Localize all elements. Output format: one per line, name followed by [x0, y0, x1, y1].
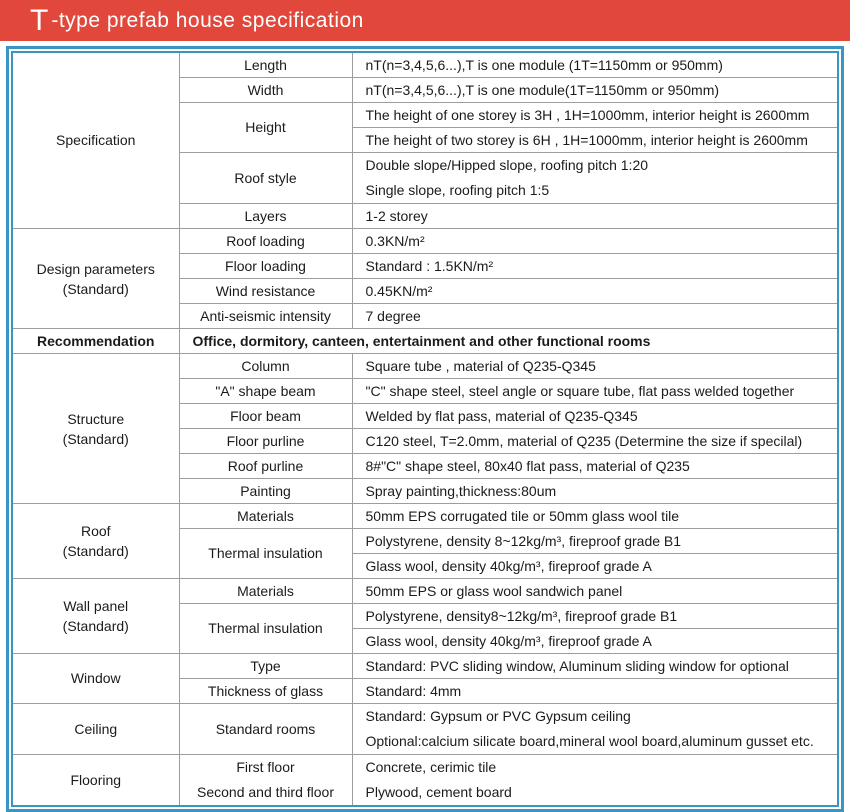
table-row: Glass wool, density 40kg/m³, fireproof g…	[13, 628, 838, 654]
row-value-cell: Standard: Gypsum or PVC Gypsum ceiling O…	[351, 703, 838, 755]
table-row: Thermal insulation Polystyrene, density8…	[13, 603, 838, 654]
row-value-cell: 0.45KN/m²	[351, 278, 838, 304]
row-label-cell: Floor beam	[178, 403, 353, 429]
row-label-cell: First floor Second and third floor	[178, 754, 353, 806]
row-value-cell: 8#"C" shape steel, 80x40 flat pass, mate…	[351, 453, 838, 479]
category-cell-window: Window	[12, 653, 180, 704]
table-row: "A" shape beam "C" shape steel, steel an…	[13, 378, 838, 404]
row-label-cell: Roof purline	[178, 453, 353, 479]
category-cell-ceiling: Ceiling	[12, 703, 180, 755]
row-label-cell: Type	[178, 653, 353, 679]
table-row: Window Type Standard: PVC sliding window…	[12, 653, 838, 704]
row-value-cell: Glass wool, density 40kg/m³, fireproof g…	[351, 553, 838, 579]
table-row: Design parameters (Standard) Roof loadin…	[12, 228, 838, 329]
row-label-cell: Roof loading	[178, 228, 353, 254]
row-label-cell: Painting	[178, 478, 353, 504]
row-value-cell: The height of two storey is 6H , 1H=1000…	[351, 127, 838, 153]
table-row: Flooring First floor Second and third fl…	[12, 754, 838, 806]
row-value-cell: Concrete, cerimic tile Plywood, cement b…	[351, 754, 838, 806]
row-label-cell: Standard rooms	[178, 703, 353, 755]
table-row: Anti-seismic intensity 7 degree	[13, 303, 838, 329]
row-label-cell: Thickness of glass	[178, 678, 353, 704]
category-cell-structure: Structure (Standard)	[12, 353, 180, 504]
row-label-cell: Anti-seismic intensity	[178, 303, 353, 329]
category-cell-flooring: Flooring	[12, 754, 180, 806]
page-title: -type prefab house specification	[51, 9, 364, 32]
row-label-cell: Floor purline	[178, 428, 353, 454]
row-value-cell: 50mm EPS corrugated tile or 50mm glass w…	[351, 503, 838, 529]
row-label-cell: Floor loading	[178, 253, 353, 279]
row-label-cell: Height	[178, 102, 353, 153]
row-value-cell: 7 degree	[351, 303, 838, 329]
row-label-cell: Materials	[178, 503, 353, 529]
row-value-cell: nT(n=3,4,5,6...),T is one module(1T=1150…	[351, 77, 838, 103]
table-row: Floor loading Standard : 1.5KN/m²	[13, 253, 838, 279]
table-row: Thickness of glass Standard: 4mm	[13, 678, 838, 704]
table-row: Roof style Double slope/Hipped slope, ro…	[13, 152, 838, 204]
table-row: Recommendation Office, dormitory, cantee…	[12, 328, 838, 354]
row-value-cell: Standard: 4mm	[351, 678, 838, 704]
table-row: Width nT(n=3,4,5,6...),T is one module(1…	[13, 77, 838, 103]
row-value-cell: Polystyrene, density8~12kg/m³, fireproof…	[351, 603, 838, 629]
row-value-cell: "C" shape steel, steel angle or square t…	[351, 378, 838, 404]
row-label-cell: Thermal insulation	[178, 528, 353, 579]
page-title-initial: T	[30, 3, 50, 37]
row-label-cell: Layers	[178, 203, 353, 229]
row-value-cell: nT(n=3,4,5,6...),T is one module (1T=115…	[351, 52, 838, 78]
row-value-cell: Polystyrene, density 8~12kg/m³, fireproo…	[351, 528, 838, 554]
row-label-cell: Roof style	[178, 152, 353, 204]
row-value-cell: Glass wool, density 40kg/m³, fireproof g…	[351, 628, 838, 654]
row-value-cell: Office, dormitory, canteen, entertainmen…	[178, 328, 838, 354]
row-label-cell: "A" shape beam	[178, 378, 353, 404]
row-value-cell: Spray painting,thickness:80um	[351, 478, 838, 504]
table-row: Floor beam Welded by flat pass, material…	[13, 403, 838, 429]
row-value-cell: 50mm EPS or glass wool sandwich panel	[351, 578, 838, 604]
spec-table-frame: Specification Length nT(n=3,4,5,6...),T …	[6, 46, 844, 812]
category-cell-specification: Specification	[12, 52, 180, 229]
table-row: Painting Spray painting,thickness:80um	[13, 478, 838, 504]
page-header-banner: T -type prefab house specification	[0, 0, 850, 41]
table-row: Wall panel (Standard) Materials 50mm EPS…	[12, 578, 838, 654]
row-value-cell: 0.3KN/m²	[351, 228, 838, 254]
row-label-cell: Column	[178, 353, 353, 379]
table-row: The height of two storey is 6H , 1H=1000…	[13, 127, 838, 153]
category-cell-recommendation: Recommendation	[12, 328, 180, 354]
row-value-cell: Welded by flat pass, material of Q235-Q3…	[351, 403, 838, 429]
row-value-cell: Standard: PVC sliding window, Aluminum s…	[351, 653, 838, 679]
category-cell-wall-panel: Wall panel (Standard)	[12, 578, 180, 654]
row-value-cell: 1-2 storey	[351, 203, 838, 229]
table-row: Roof (Standard) Materials 50mm EPS corru…	[12, 503, 838, 579]
category-cell-roof: Roof (Standard)	[12, 503, 180, 579]
row-label-cell: Width	[178, 77, 353, 103]
row-value-cell: The height of one storey is 3H , 1H=1000…	[351, 102, 838, 128]
row-label-cell: Length	[178, 52, 353, 78]
table-row: Thermal insulation Polystyrene, density …	[13, 528, 838, 579]
table-row: Structure (Standard) Column Square tube …	[12, 353, 838, 504]
row-value-cell: Standard : 1.5KN/m²	[351, 253, 838, 279]
table-row: Specification Length nT(n=3,4,5,6...),T …	[12, 52, 838, 229]
spec-table: Specification Length nT(n=3,4,5,6...),T …	[12, 52, 838, 806]
row-value-cell: Square tube , material of Q235-Q345	[351, 353, 838, 379]
row-label-cell: Thermal insulation	[178, 603, 353, 654]
row-value-cell: Double slope/Hipped slope, roofing pitch…	[351, 152, 838, 204]
table-row: Ceiling Standard rooms Standard: Gypsum …	[12, 703, 838, 755]
row-label-cell: Materials	[178, 578, 353, 604]
row-value-cell: C120 steel, T=2.0mm, material of Q235 (D…	[351, 428, 838, 454]
table-row: Roof purline 8#"C" shape steel, 80x40 fl…	[13, 453, 838, 479]
category-cell-design-parameters: Design parameters (Standard)	[12, 228, 180, 329]
row-label-cell: Wind resistance	[178, 278, 353, 304]
